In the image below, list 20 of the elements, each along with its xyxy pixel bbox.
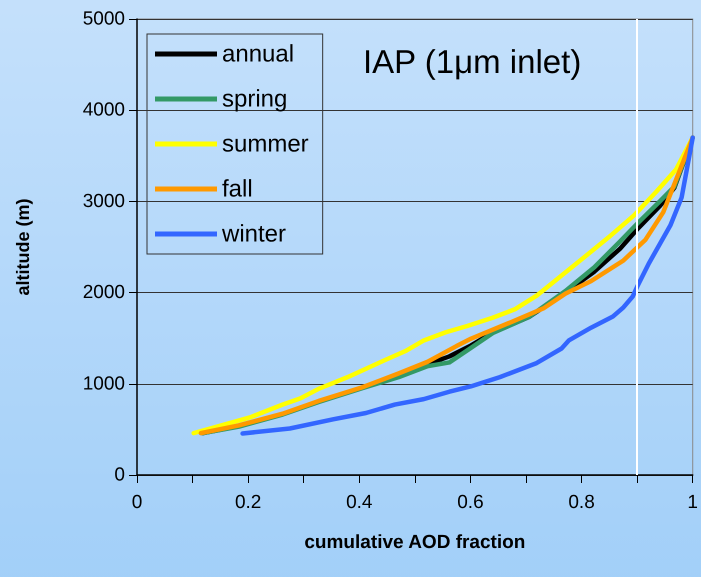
y-axis-title: altitude (m) [13,198,33,296]
x-tick-label: 0.6 [457,492,484,513]
y-tick-label: 4000 [82,100,125,121]
y-tick-label: 1000 [82,373,125,394]
x-tick-label: 0 [132,492,142,513]
legend-label: spring [222,86,288,112]
legend-label: summer [222,130,309,158]
y-tick-label: 0 [114,464,125,486]
y-tick-label: 5000 [82,8,125,30]
x-tick-label: 0.4 [346,492,373,513]
y-tick-label: 2000 [82,282,125,304]
legend-label: fall [222,176,253,202]
x-axis-title: cumulative AOD fraction [304,532,526,553]
legend-label: winter [221,220,286,248]
x-tick-label: 0.2 [234,492,262,513]
x-tick-label: 1 [687,492,698,513]
x-tick-label: 0.8 [568,492,595,513]
legend-label: annual [222,40,294,68]
y-tick-label: 3000 [82,190,125,212]
text: IAP (1μm inlet) [363,43,582,80]
